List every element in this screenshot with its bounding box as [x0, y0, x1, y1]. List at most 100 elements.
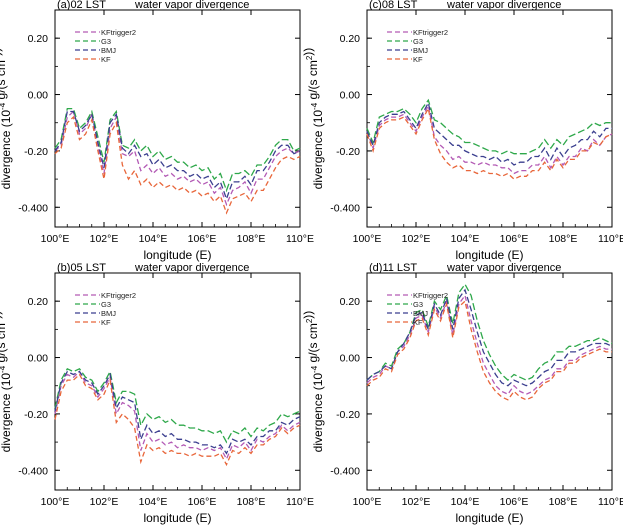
series-line-bmj: [366, 288, 613, 387]
y-axis-label: divergence (10-4 g/(s cm2)): [301, 48, 325, 190]
series-line-g3: [366, 98, 612, 155]
y-axis-label-superscript: -4: [0, 365, 7, 373]
y-tick-label: 0.00: [28, 90, 49, 102]
y-axis-label-superscript: 2: [305, 318, 314, 323]
y-tick-label: 0.00: [28, 353, 49, 365]
y-tick-label: -0.400: [18, 465, 48, 477]
y-axis-label-superscript: 2: [305, 55, 314, 60]
y-axis-label-part: )): [0, 48, 3, 56]
y-axis-label-part: g/(s cm: [306, 60, 320, 103]
panel-title: water vapor divergence: [446, 262, 561, 274]
panel-label: (d)11 LST: [369, 262, 417, 274]
x-tick-label: 110°E: [598, 496, 623, 508]
legend-label: KFtrigger2: [101, 291, 136, 300]
legend-label: KF: [101, 55, 111, 64]
legend-label: KF: [413, 318, 423, 327]
y-tick-label: -0.400: [18, 202, 48, 214]
x-tick-label: 106°E: [188, 496, 217, 508]
y-axis-label-superscript: -4: [310, 365, 319, 373]
legend-label: KFtrigger2: [101, 28, 136, 37]
legend-label: BMJ: [413, 309, 428, 318]
y-axis-label-part: g/(s cm: [0, 60, 8, 103]
legend-label: KFtrigger2: [413, 28, 448, 37]
y-axis-label: divergence (10-4 g/(s cm2)): [301, 311, 325, 453]
y-tick-label: 0.20: [28, 296, 49, 308]
y-axis-label-superscript: 2: [0, 318, 2, 323]
x-tick-label: 106°E: [500, 233, 529, 245]
y-tick-label: 0.00: [340, 353, 361, 365]
x-tick-label: 108°E: [549, 233, 578, 245]
series-line-g3: [54, 367, 301, 444]
x-tick-label: 104°E: [451, 233, 480, 245]
plot-frame: [366, 272, 613, 491]
x-tick-label: 106°E: [188, 233, 217, 245]
y-tick-label: -0.20: [336, 409, 360, 421]
y-tick-label: 0.00: [340, 90, 361, 102]
series-line-kftrigger2: [54, 370, 301, 461]
series-line-kf: [54, 373, 301, 467]
x-tick-label: 104°E: [451, 496, 480, 508]
y-axis-label-part: divergence (10: [311, 373, 325, 453]
legend-label: BMJ: [101, 46, 116, 55]
series-line-bmj: [54, 370, 301, 455]
y-axis-label: divergence (10-4 g/(s cm2)): [0, 311, 13, 453]
panel-title: water vapor divergence: [446, 0, 561, 11]
y-tick-label: -0.20: [24, 146, 48, 158]
x-tick-label: 100°E: [353, 496, 382, 508]
series-line-bmj: [366, 101, 612, 166]
y-tick-label: -0.20: [336, 146, 360, 158]
y-tick-label: -0.400: [330, 202, 360, 214]
x-tick-label: 108°E: [549, 496, 578, 508]
panel-label: (c)08 LST: [369, 0, 418, 11]
x-tick-label: 108°E: [237, 496, 266, 508]
x-axis-label: longitude (E): [143, 248, 211, 262]
chart-panel-4: (d)11 LST water vapor divergence 0.20 0.00 -…: [301, 262, 623, 525]
series-line-kftrigger2: [366, 103, 613, 175]
legend-label: G3: [413, 300, 423, 309]
series-line-bmj: [54, 110, 301, 201]
x-axis-label: longitude (E): [455, 248, 523, 262]
panel-label: (a)02 LST: [57, 0, 106, 11]
y-axis-label-part: )): [301, 48, 315, 56]
y-tick-label: -0.400: [330, 465, 360, 477]
y-axis-label-part: divergence (10: [311, 110, 325, 190]
x-tick-label: 100°E: [353, 233, 382, 245]
y-axis-label-superscript: -4: [0, 102, 7, 110]
x-tick-label: 100°E: [41, 496, 70, 508]
legend-label: BMJ: [413, 46, 428, 55]
panel-label: (b)05 LST: [57, 262, 106, 274]
x-axis-label: longitude (E): [143, 511, 211, 525]
legend-label: G3: [101, 37, 111, 46]
y-tick-label: 0.20: [28, 33, 49, 45]
chart-panel-2: (c)08 LST water vapor divergence 0.20 0.00 -…: [301, 0, 623, 262]
x-tick-label: 104°E: [139, 233, 168, 245]
series-line-kf: [54, 115, 301, 215]
x-tick-label: 110°E: [286, 496, 314, 508]
series-line-kf: [366, 106, 613, 180]
series-line-kf: [366, 299, 612, 401]
y-tick-label: 0.20: [340, 33, 361, 45]
y-axis-label-part: divergence (10: [0, 110, 13, 190]
x-tick-label: 102°E: [90, 233, 119, 245]
panel-title: water vapor divergence: [134, 0, 249, 11]
x-tick-label: 102°E: [90, 496, 119, 508]
x-axis-label: longitude (E): [455, 511, 523, 525]
series-line-kftrigger2: [366, 293, 612, 396]
y-tick-label: -0.20: [24, 409, 48, 421]
x-tick-label: 110°E: [286, 233, 314, 245]
legend-label: G3: [101, 300, 111, 309]
y-axis-label-part: divergence (10: [0, 373, 13, 453]
x-tick-label: 100°E: [41, 233, 70, 245]
panel-title: water vapor divergence: [134, 262, 249, 274]
y-tick-label: 0.20: [340, 296, 361, 308]
y-axis-label-superscript: -4: [310, 102, 319, 110]
y-axis-label-superscript: 2: [0, 55, 2, 60]
legend-label: KF: [413, 55, 423, 64]
x-tick-label: 108°E: [237, 233, 266, 245]
y-axis-label-part: )): [301, 311, 315, 319]
legend-label: G3: [413, 37, 423, 46]
y-axis-label-part: g/(s cm: [306, 323, 320, 366]
plot-frame: [366, 9, 613, 228]
legend-label: BMJ: [101, 309, 116, 318]
